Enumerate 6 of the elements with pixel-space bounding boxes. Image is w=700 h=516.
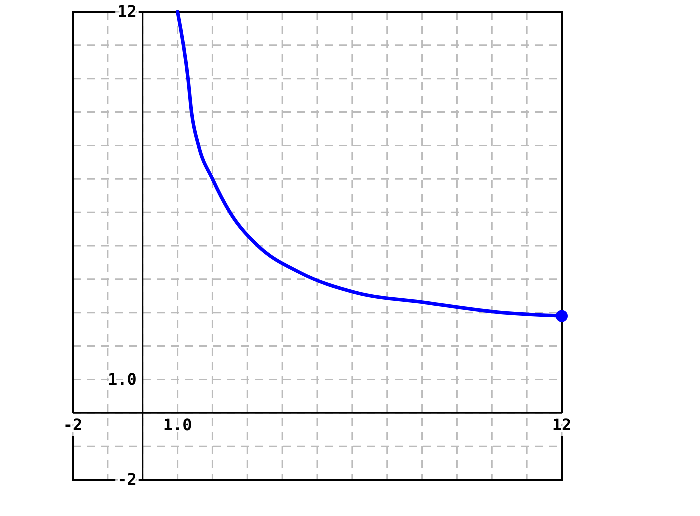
x-tick-label: -2 [63, 416, 83, 435]
x-tick-label: 12 [552, 416, 572, 435]
y-tick-label: -2 [118, 470, 137, 490]
y-tick-label: 12 [118, 2, 137, 22]
y-tick-label: 1.0 [108, 370, 137, 389]
x-tick-label: 1.0 [163, 416, 192, 435]
